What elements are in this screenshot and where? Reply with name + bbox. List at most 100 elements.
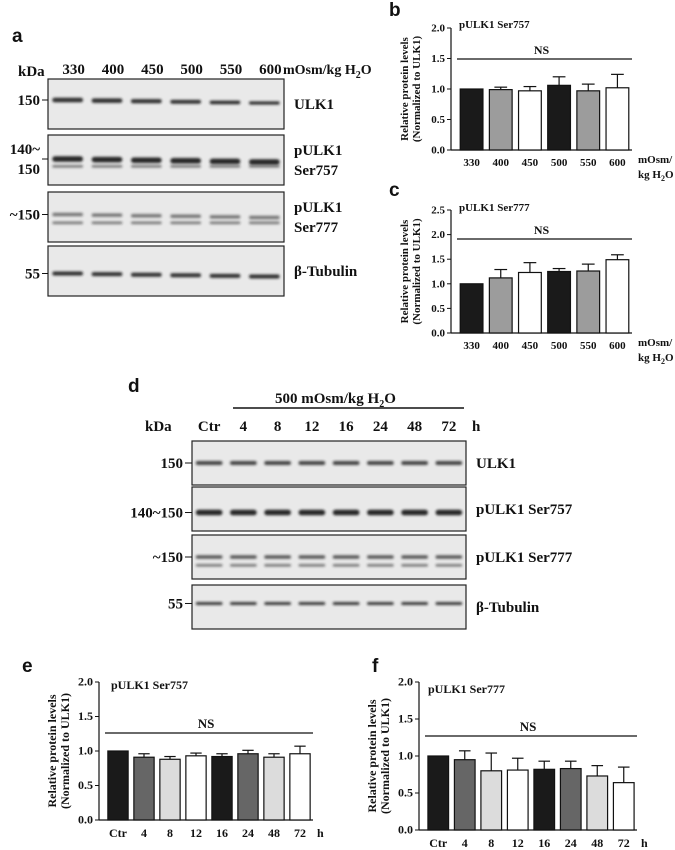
y-tick-label: 0.5 [431,114,445,126]
lane-label: 450 [141,62,164,78]
x-tick-label: 8 [488,836,494,850]
protein-band [435,509,463,516]
mw-marker-label: 150 [161,456,184,472]
x-tick-label: 4 [462,836,468,850]
lane-label: Ctr [198,419,221,435]
chart-title: pULK1 Ser757 [459,19,530,31]
western-blot-a: kDa mOsm/kg H2O 330 400 450 500 550 600 150 UL… [10,62,372,297]
bar [488,89,513,151]
protein-band [52,97,84,103]
protein-band [91,272,123,277]
y-tick-label: 1.0 [431,84,445,96]
y-tick-label: 0.0 [398,823,413,837]
protein-band [435,601,463,605]
protein-band [195,555,223,559]
bar [517,90,542,151]
blot-membrane [191,584,467,630]
protein-band [401,509,428,516]
y-tick-label: 2.0 [398,675,413,689]
mw-marker-label: 150 [18,93,41,109]
protein-band [435,564,463,567]
y-tick-label: 0.5 [398,786,413,800]
lane-label: 500 [180,62,203,78]
protein-band [264,555,291,559]
x-tick-label: 24 [565,836,577,850]
protein-band [52,165,84,168]
protein-band [264,564,291,567]
protein-band [332,601,360,605]
significance-label: NS [534,223,550,237]
protein-band [170,165,202,168]
protein-band [52,221,84,225]
protein-band [130,99,162,104]
y-tick-label: 0.0 [431,145,445,157]
blot-row: 140~150 pULK1 Ser757 [130,486,573,532]
protein-name-label: ULK1 [294,97,334,113]
y-tick-label: 0.5 [431,303,445,315]
chart-title: pULK1 Ser777 [428,682,505,696]
bar [480,770,503,831]
protein-band [130,221,162,225]
protein-band [264,601,291,605]
x-unit-label: mOsm/ [638,337,673,349]
chart-title: pULK1 Ser757 [111,678,188,692]
protein-band [170,158,202,164]
x-tick-label: 12 [512,836,524,850]
protein-band [130,213,162,218]
y-tick-label: 1.0 [431,278,445,290]
protein-band [230,461,257,465]
x-tick-label: 72 [294,826,306,840]
protein-band [401,601,428,605]
protein-band [91,213,123,217]
bar [289,753,311,821]
y-tick-label: 0.5 [78,778,93,792]
protein-band [264,461,291,465]
hour-unit-label: h [472,419,481,435]
x-tick-label: 330 [463,157,480,169]
protein-band [230,601,257,605]
x-tick-label: 8 [167,826,173,840]
protein-band [170,214,202,219]
protein-band [367,601,394,605]
mw-marker-label: 140~150 [130,506,183,522]
bar [453,759,476,831]
protein-band [248,274,280,279]
bar [547,270,572,334]
protein-band [195,509,223,516]
protein-name-label: pULK1 Ser777 [294,200,342,236]
protein-band [298,555,326,559]
bar [605,259,630,334]
x-tick-label: 550 [580,340,597,352]
lane-label: 550 [220,62,243,78]
bar [576,90,601,151]
significance-label: NS [534,43,550,57]
mw-marker-label: 140~150 [10,142,41,178]
protein-band [91,221,123,225]
blot-membrane [47,78,285,130]
y-tick-label: 1.0 [78,744,93,758]
y-axis-label: Relative protein levels(Normalized to UL… [365,698,392,814]
bar [133,756,155,821]
mw-marker-label: ~150 [153,550,183,566]
protein-band [435,555,463,559]
lane-label: 330 [62,62,85,78]
lane-label: 12 [304,419,319,435]
protein-name-label: β-Tubulin [476,600,540,616]
blot-row: 55 β-Tubulin [168,584,540,630]
bar [517,271,542,334]
protein-band [52,212,84,217]
protein-band [195,461,223,465]
x-tick-label: 600 [609,340,626,352]
protein-band [209,221,241,225]
protein-band [209,165,241,168]
y-axis-label: Relative protein levels(Normalized to UL… [399,36,423,143]
x-tick-label: 600 [609,157,626,169]
protein-band [195,601,223,605]
y-tick-label: 1.5 [78,709,93,723]
bar [459,88,484,151]
protein-band [209,100,241,105]
x-tick-label: 4 [141,826,147,840]
protein-band [170,99,202,104]
bar [547,84,572,151]
